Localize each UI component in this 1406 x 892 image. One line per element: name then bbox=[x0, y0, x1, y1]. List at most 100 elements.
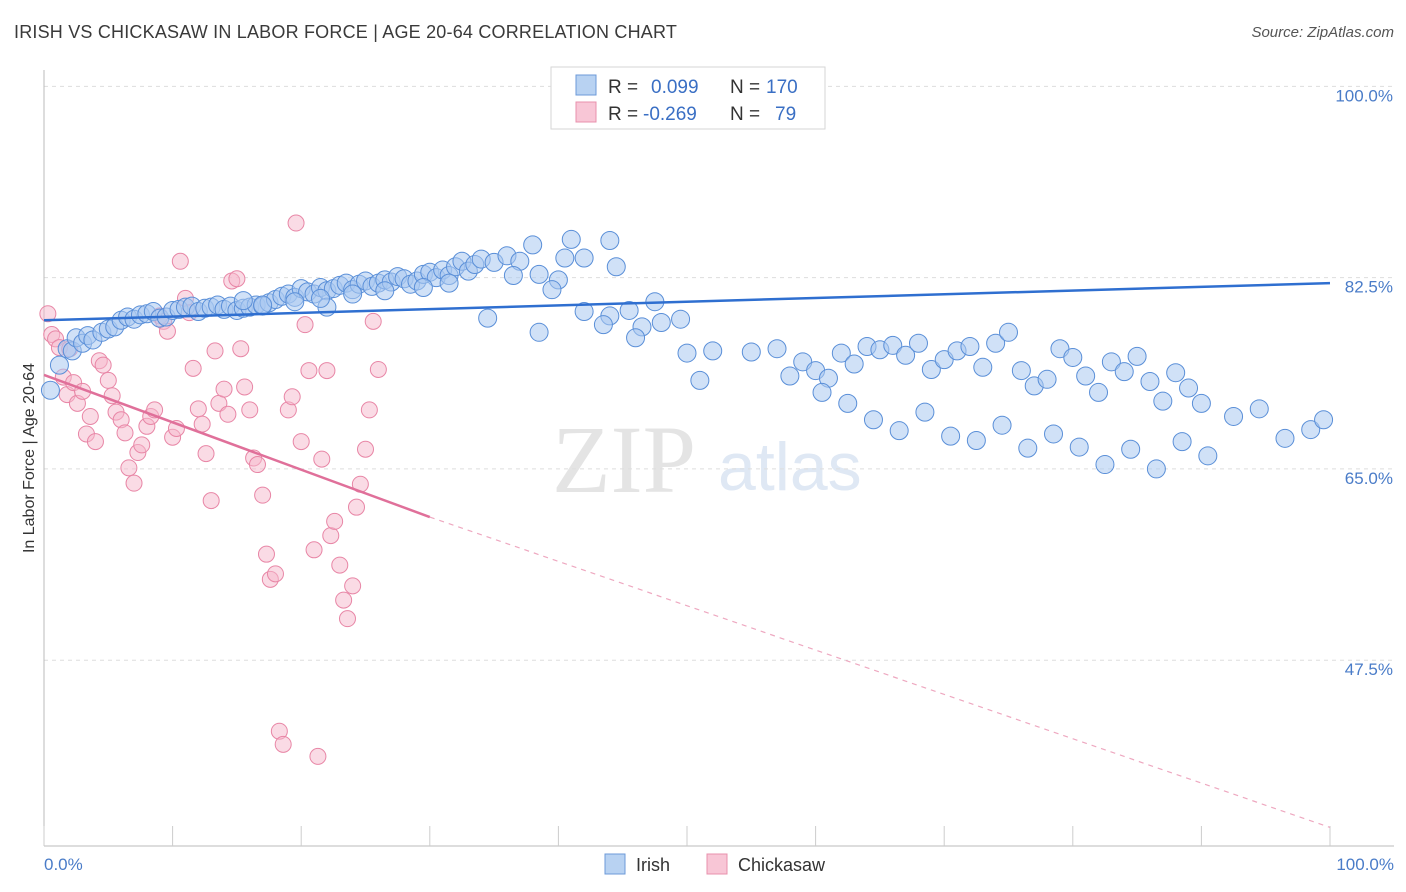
irish-point-75 bbox=[253, 295, 273, 315]
irish-point-90 bbox=[600, 231, 620, 251]
chickasaw-point-43 bbox=[219, 405, 237, 423]
chickasaw-point-15 bbox=[99, 371, 117, 389]
legend-irish-swatch bbox=[575, 74, 597, 96]
irish-point-159 bbox=[1314, 410, 1334, 430]
irish-point-113 bbox=[883, 335, 903, 355]
y-tick-label-0: 100.0% bbox=[1335, 86, 1393, 105]
irish-point-88 bbox=[561, 229, 581, 249]
irish-point-109 bbox=[831, 343, 851, 363]
chickasaw-point-51 bbox=[254, 486, 272, 504]
chickasaw-point-45 bbox=[228, 270, 246, 288]
irish-point-87 bbox=[555, 248, 575, 268]
irish-point-89 bbox=[574, 248, 594, 268]
chickasaw-point-78 bbox=[369, 360, 387, 378]
irish-point-149 bbox=[1069, 437, 1089, 457]
chickasaw-point-69 bbox=[331, 556, 349, 574]
irish-point-127 bbox=[1063, 347, 1083, 367]
chickasaw-point-14 bbox=[94, 356, 112, 374]
chickasaw-trend-line bbox=[43, 373, 431, 519]
chickasaw-point-32 bbox=[171, 252, 189, 270]
irish-point-139 bbox=[812, 382, 832, 402]
irish-point-78 bbox=[343, 284, 363, 304]
watermark-zip: ZIP bbox=[552, 406, 696, 513]
chickasaw-point-54 bbox=[266, 565, 284, 583]
chickasaw-point-71 bbox=[338, 610, 356, 628]
chickasaw-point-35 bbox=[184, 359, 202, 377]
irish-point-119 bbox=[960, 337, 980, 357]
irish-point-114 bbox=[896, 345, 916, 365]
chickasaw-point-42 bbox=[215, 380, 233, 398]
irish-point-79 bbox=[375, 281, 395, 301]
irish-point-151 bbox=[1121, 439, 1141, 459]
irish-point-91 bbox=[606, 257, 626, 277]
chickasaw-point-72 bbox=[344, 577, 362, 595]
legend-irish-n-label: N = bbox=[730, 77, 760, 98]
irish-point-0 bbox=[40, 380, 60, 400]
chickasaw-point-50 bbox=[248, 456, 266, 474]
irish-point-142 bbox=[889, 421, 909, 441]
chickasaw-point-70 bbox=[335, 591, 353, 609]
chickasaw-point-39 bbox=[202, 492, 220, 510]
irish-point-94 bbox=[593, 315, 613, 335]
chickasaw-point-59 bbox=[287, 214, 305, 232]
irish-point-98 bbox=[626, 328, 646, 348]
irish-point-110 bbox=[844, 354, 864, 374]
irish-point-155 bbox=[1224, 406, 1244, 426]
irish-point-123 bbox=[1011, 361, 1031, 381]
chickasaw-point-0 bbox=[39, 305, 57, 323]
trend-lines bbox=[43, 281, 1331, 828]
irish-point-134 bbox=[1153, 391, 1173, 411]
chickasaw-trend-extension bbox=[429, 516, 1331, 828]
chickasaw-point-21 bbox=[125, 474, 143, 492]
chickasaw-point-60 bbox=[292, 433, 310, 451]
y-tick-label-3: 47.5% bbox=[1345, 660, 1393, 679]
chickasaw-point-73 bbox=[347, 498, 365, 516]
irish-point-152 bbox=[1146, 459, 1166, 479]
correlation-legend: R = 0.099 N = 170 R = -0.269 N = 79 bbox=[550, 66, 826, 130]
y-axis-label: In Labor Force | Age 20-64 bbox=[21, 363, 38, 553]
series-legend-chickasaw-swatch bbox=[706, 853, 728, 875]
series-legend-chickasaw-label: Chickasaw bbox=[738, 855, 826, 875]
irish-point-76 bbox=[285, 292, 305, 312]
x-ticks bbox=[43, 826, 1331, 846]
x-tick-label-left: 0.0% bbox=[44, 855, 83, 874]
irish-point-82 bbox=[478, 308, 498, 328]
chickasaw-point-56 bbox=[274, 735, 292, 753]
series-legend-irish-swatch bbox=[604, 853, 626, 875]
chickasaw-point-63 bbox=[305, 541, 323, 559]
irish-point-131 bbox=[1114, 362, 1134, 382]
axes bbox=[43, 70, 1394, 847]
chickasaw-point-66 bbox=[318, 362, 336, 380]
irish-point-147 bbox=[1018, 438, 1038, 458]
legend-chickasaw-n-label: N = bbox=[730, 104, 760, 125]
legend-chickasaw-swatch bbox=[575, 101, 597, 123]
irish-point-136 bbox=[1179, 378, 1199, 398]
irish-point-102 bbox=[703, 341, 723, 361]
irish-point-125 bbox=[1037, 369, 1057, 389]
irish-point-84 bbox=[529, 264, 549, 284]
grid-lines bbox=[44, 85, 1394, 661]
legend-irish-n-value: 170 bbox=[766, 77, 798, 98]
irish-point-132 bbox=[1127, 346, 1147, 366]
legend-chickasaw-r-label: R = bbox=[608, 104, 638, 125]
chickasaw-point-47 bbox=[236, 378, 254, 396]
irish-point-130 bbox=[1101, 352, 1121, 372]
chickasaw-point-11 bbox=[81, 407, 99, 425]
chickasaw-point-77 bbox=[364, 312, 382, 330]
irish-point-105 bbox=[690, 370, 710, 390]
irish-point-97 bbox=[619, 300, 639, 320]
legend-chickasaw-r-value: -0.269 bbox=[643, 104, 697, 125]
chickasaw-point-68 bbox=[326, 512, 344, 530]
chickasaw-point-12 bbox=[86, 433, 104, 451]
chickasaw-point-46 bbox=[232, 340, 250, 358]
chickasaw-point-64 bbox=[309, 747, 327, 765]
chickasaw-point-36 bbox=[189, 400, 207, 418]
irish-point-103 bbox=[741, 342, 761, 362]
irish-point-116 bbox=[921, 359, 941, 379]
irish-point-143 bbox=[915, 402, 935, 422]
x-tick-label-right: 100.0% bbox=[1336, 855, 1394, 874]
y-tick-label-2: 65.0% bbox=[1345, 469, 1393, 488]
irish-point-121 bbox=[986, 333, 1006, 353]
irish-point-73 bbox=[529, 322, 549, 342]
irish-point-156 bbox=[1249, 399, 1269, 419]
